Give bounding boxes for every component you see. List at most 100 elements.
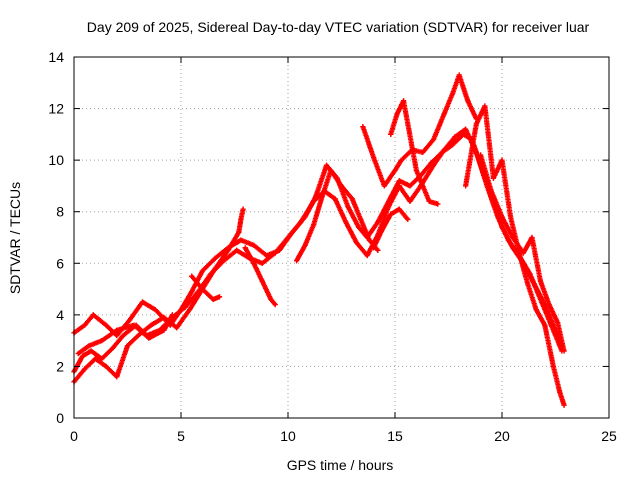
axes: 0 5 10 15 20 25 0 2 4 6 8 10 12 14 (48, 49, 617, 444)
data-point (238, 216, 244, 223)
series-track-4 (236, 206, 246, 235)
data-point (272, 250, 278, 256)
data-point (537, 296, 544, 302)
data-point (114, 332, 120, 339)
data-point (465, 98, 471, 104)
data-point (435, 201, 441, 207)
data-point (499, 157, 505, 163)
data-point (520, 250, 526, 256)
data-point (148, 322, 154, 328)
data-point (86, 343, 92, 349)
data-point (189, 273, 195, 279)
data-point (478, 152, 484, 158)
y-tick-label: 2 (56, 358, 64, 374)
data-point (103, 363, 109, 370)
data-point (349, 196, 355, 202)
data-point (319, 193, 325, 199)
data-point (396, 183, 402, 189)
series-track-7 (360, 72, 479, 189)
y-tick-label: 12 (48, 101, 64, 117)
series-track-13 (75, 312, 176, 357)
data-point (293, 258, 300, 264)
data-point (398, 157, 405, 163)
data-point (407, 198, 413, 204)
data-point (323, 162, 330, 168)
data-point (413, 167, 419, 174)
data-point (92, 356, 98, 362)
plot-frame (73, 56, 610, 419)
chart-title: Day 209 of 2025, Sidereal Day-to-day VTE… (87, 19, 590, 35)
data-point (225, 247, 231, 253)
data-point (90, 312, 96, 318)
data-point (525, 281, 531, 287)
data-point (381, 183, 387, 189)
data-point (285, 234, 291, 241)
data-point (488, 188, 494, 194)
data-point (510, 234, 516, 241)
data-point (356, 224, 362, 230)
data-point (210, 296, 216, 302)
y-tick-label: 14 (48, 49, 64, 65)
series-track-6 (189, 273, 223, 302)
data-point (548, 322, 554, 328)
data-point (407, 183, 413, 189)
data-point (251, 260, 257, 266)
series-track-12 (293, 167, 381, 264)
data-point (463, 126, 469, 132)
data-point (234, 247, 240, 253)
data-point (420, 149, 426, 156)
data-point (259, 278, 265, 284)
x-tick-label: 15 (387, 428, 403, 444)
data-point (135, 332, 141, 339)
data-point (251, 242, 257, 248)
series-track-8 (388, 98, 441, 207)
data-point (169, 312, 176, 318)
data-point (360, 124, 366, 130)
data-point (550, 363, 556, 370)
data-point (388, 211, 394, 217)
data-point (405, 216, 411, 223)
data-point (161, 314, 167, 321)
data-point (542, 322, 548, 328)
data-point (499, 214, 505, 220)
data-point (88, 348, 94, 354)
data-point (358, 216, 364, 223)
y-tick-label: 6 (56, 255, 64, 271)
data-point (259, 260, 265, 266)
data-point (450, 142, 456, 148)
data-point (379, 227, 385, 233)
data-point (430, 162, 437, 168)
data-point (385, 203, 392, 210)
data-point (311, 222, 317, 228)
data-point (114, 327, 120, 333)
data-point (364, 252, 370, 259)
data-point (311, 198, 317, 204)
data-point (182, 304, 188, 310)
data-point (561, 402, 567, 408)
data-point (124, 343, 131, 349)
data-marks (71, 72, 567, 408)
data-point (82, 366, 88, 372)
data-point (82, 322, 88, 328)
data-point (139, 299, 146, 305)
series-track-10 (463, 103, 567, 408)
y-tick-label: 4 (56, 307, 64, 323)
data-point (507, 214, 514, 220)
data-point (343, 219, 349, 225)
data-point (396, 178, 402, 184)
data-point (473, 121, 479, 127)
data-point (242, 245, 248, 251)
series-track-5 (242, 245, 278, 308)
data-point (555, 319, 561, 326)
x-tick-label: 25 (601, 428, 617, 444)
data-point (109, 345, 116, 351)
data-point (473, 149, 479, 156)
data-point (161, 327, 167, 333)
y-tick-label: 10 (48, 152, 64, 168)
data-point (199, 268, 205, 274)
data-point (131, 322, 137, 328)
data-point (268, 296, 274, 302)
data-point (79, 353, 86, 359)
data-point (238, 237, 244, 243)
